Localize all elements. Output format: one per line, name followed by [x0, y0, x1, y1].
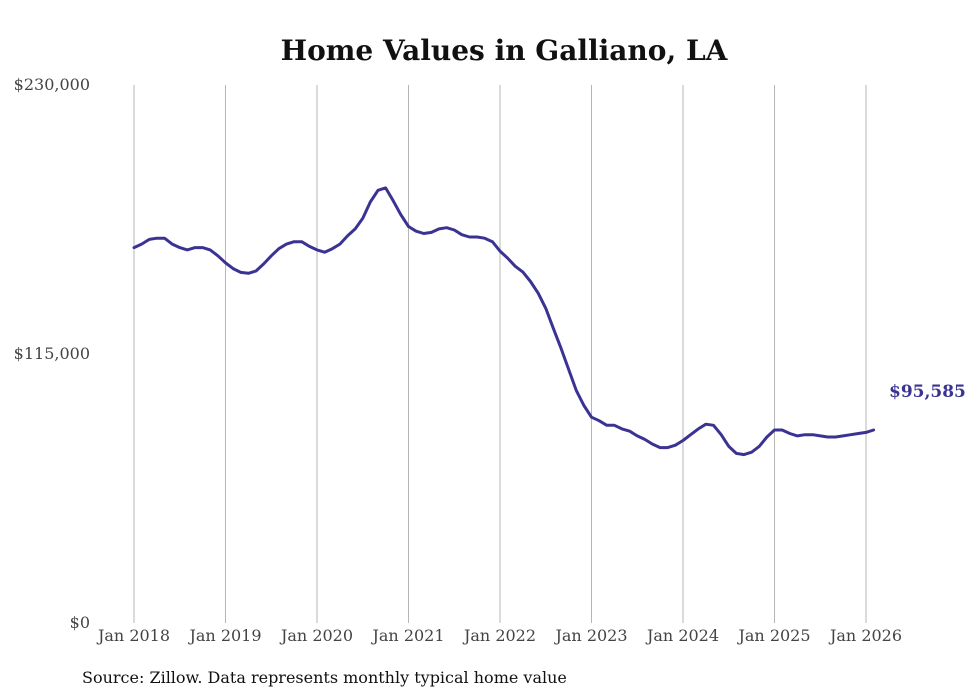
series-line: [132, 186, 876, 457]
x-tick-label: Jan 2020: [279, 626, 353, 645]
chart-title: Home Values in Galliano, LA: [281, 34, 729, 67]
series-layer: [132, 186, 876, 457]
y-tick-label: $230,000: [14, 75, 90, 94]
x-tick-label: Jan 2023: [553, 626, 627, 645]
x-tick-label: Jan 2021: [370, 626, 444, 645]
x-tick-label: Jan 2025: [736, 626, 810, 645]
source-note: Source: Zillow. Data represents monthly …: [82, 668, 567, 687]
end-value-label: $95,585: [889, 382, 966, 402]
x-tick-label: Jan 2026: [828, 626, 902, 645]
grid-layer: [133, 85, 867, 623]
x-tick-label: Jan 2018: [96, 626, 170, 645]
y-tick-label: $0: [70, 613, 90, 632]
y-axis-ticks: $0 $115,000 $230,000: [14, 75, 90, 632]
y-tick-label: $115,000: [14, 344, 90, 363]
x-axis-ticks: Jan 2018 Jan 2019 Jan 2020 Jan 2021 Jan 2022…: [96, 626, 902, 645]
x-tick-label: Jan 2019: [187, 626, 261, 645]
x-tick-label: Jan 2024: [645, 626, 719, 645]
x-tick-label: Jan 2022: [462, 626, 536, 645]
